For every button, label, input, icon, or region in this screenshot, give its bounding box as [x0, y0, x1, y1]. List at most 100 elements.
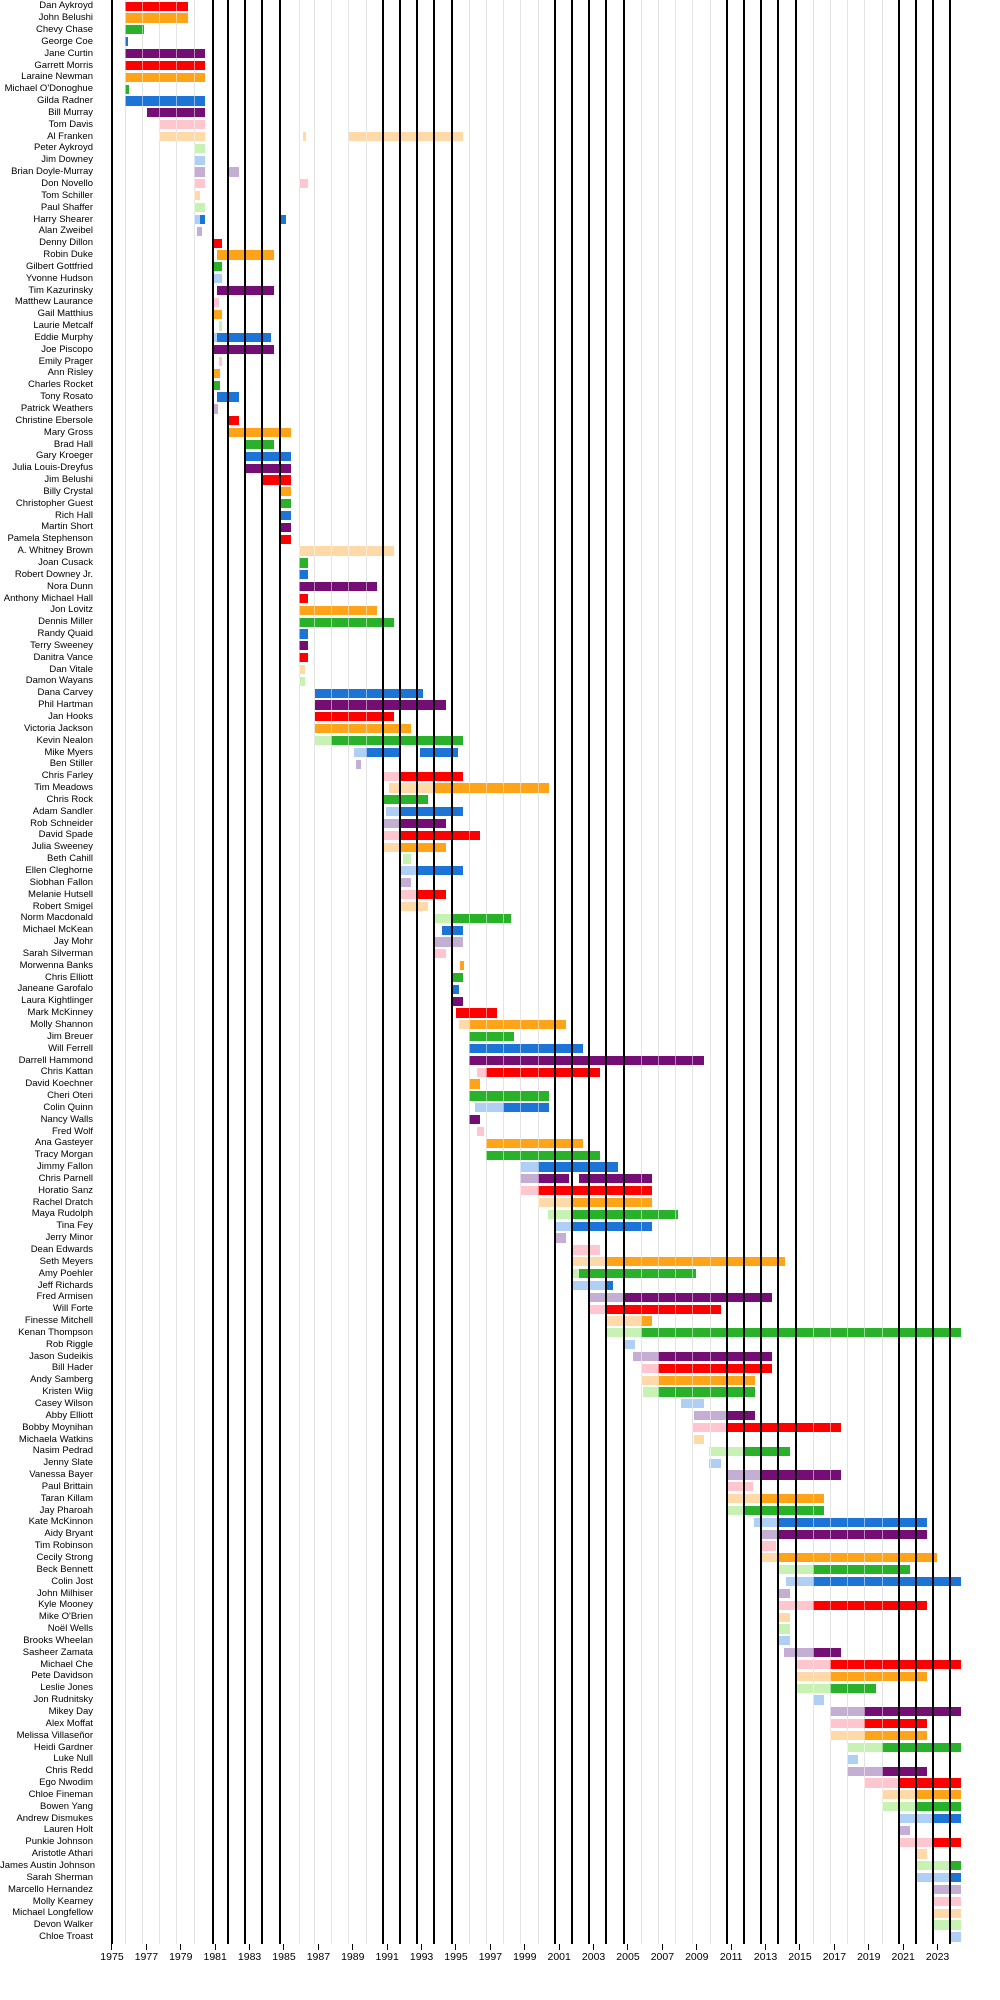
season-gridline-highlight: [537, 0, 539, 1944]
cast-member-label: Siobhan Fallon: [29, 876, 93, 888]
cast-member-label: Matthew Laurance: [14, 296, 93, 308]
tenure-bar-segment: [783, 1648, 813, 1658]
cast-member-label: Paul Shaffer: [40, 201, 93, 213]
tenure-bar-segment: [213, 404, 218, 414]
tenure-bar-segment: [399, 771, 463, 781]
cast-member-label: Chris Parnell: [38, 1172, 93, 1184]
tenure-bar-segment: [244, 451, 291, 461]
cast-member-label: Horatio Sanz: [38, 1184, 93, 1196]
cast-member-label: Randy Quaid: [37, 628, 93, 640]
tenure-bar-segment: [760, 1470, 842, 1480]
tenure-bar-segment: [455, 1008, 498, 1018]
tenure-bar-segment: [778, 1612, 790, 1622]
cast-member-label: Molly Shannon: [30, 1018, 93, 1030]
tenure-bar-segment: [298, 653, 309, 663]
season-gridline: [622, 0, 625, 1944]
axis-tick: [317, 1944, 319, 1950]
tenure-bar-segment: [382, 795, 429, 805]
chart-left-border: [111, 0, 113, 1944]
axis-tick: [627, 1944, 629, 1950]
tenure-bar-segment: [125, 1, 188, 11]
cast-member-label: Kyle Mooney: [38, 1599, 93, 1611]
season-gridline: [605, 0, 608, 1944]
tenure-bar-segment: [830, 1683, 876, 1693]
tenure-bar-segment: [778, 1624, 790, 1634]
cast-member-label: A. Whitney Brown: [17, 545, 94, 557]
season-gridline-highlight: [331, 0, 333, 1944]
tenure-bar-segment: [744, 1446, 790, 1456]
season-gridline-highlight: [503, 0, 505, 1944]
cast-member-label: Chris Kattan: [40, 1066, 93, 1078]
axis-tick-label: 2017: [822, 1951, 847, 1963]
cast-member-label: Norm Macdonald: [20, 912, 93, 924]
tenure-bar-segment: [658, 1387, 756, 1397]
cast-member-label: Alex Moffat: [45, 1717, 93, 1729]
tenure-bar-segment: [578, 1269, 696, 1279]
axis-tick: [593, 1944, 595, 1950]
cast-member-label: Jim Downey: [41, 154, 93, 166]
cast-member-label: Tom Davis: [48, 118, 93, 130]
cast-member-label: Sasheer Zamata: [22, 1646, 93, 1658]
tenure-bar-segment: [640, 1375, 659, 1385]
cast-member-label: Christopher Guest: [15, 497, 93, 509]
tenure-bar-segment: [434, 937, 463, 947]
tenure-bar-segment: [434, 913, 452, 923]
tenure-bar-segment: [520, 1174, 538, 1184]
tenure-bar-segment: [548, 1209, 573, 1219]
cast-member-label: John Milhiser: [37, 1587, 93, 1599]
cast-member-label: Chloe Troast: [39, 1931, 93, 1943]
tenure-bar-segment: [244, 463, 291, 473]
tenure-bar-segment: [812, 1565, 911, 1575]
cast-member-label: Casey Wilson: [34, 1398, 93, 1409]
cast-member-label: Jane Curtin: [44, 47, 93, 59]
tenure-bar-segment: [468, 1020, 567, 1030]
tenure-bar-segment: [228, 428, 291, 438]
cast-member-label: Will Ferrell: [48, 1042, 93, 1054]
season-gridline: [725, 0, 728, 1944]
tenure-bar-segment: [125, 37, 129, 47]
axis-tick: [833, 1944, 835, 1950]
tenure-bar-segment: [419, 747, 458, 758]
cast-member-label: Laura Kightlinger: [21, 995, 93, 1007]
cast-member-label: Kevin Nealon: [36, 734, 93, 746]
tenure-bar-segment: [916, 1790, 961, 1800]
tenure-bar-segment: [382, 771, 400, 781]
tenure-bar-segment: [606, 1280, 614, 1291]
tenure-bar-segment: [399, 842, 446, 852]
cast-member-label: Damon Wayans: [25, 675, 93, 687]
cast-member-label: John Belushi: [38, 12, 93, 24]
tenure-bar-segment: [399, 807, 463, 817]
tenure-bar-segment: [298, 605, 377, 615]
axis-tick: [661, 1944, 663, 1950]
cast-member-label: Gail Matthius: [37, 308, 93, 320]
tenure-bar-segment: [280, 534, 291, 544]
axis-tick-label: 1979: [169, 1951, 193, 1963]
tenure-bar-segment: [388, 783, 435, 793]
tenure-bar-segment: [212, 297, 220, 307]
tenure-bar-segment: [864, 1719, 928, 1729]
axis-tick-label: 2023: [925, 1951, 950, 1963]
cast-member-label: Victoria Jackson: [24, 722, 93, 734]
cast-member-label: Garrett Morris: [34, 59, 93, 71]
tenure-bar-segment: [537, 1174, 569, 1184]
tenure-bar-segment: [280, 214, 286, 224]
cast-member-label: Jim Breuer: [47, 1030, 93, 1042]
tenure-bar-segment: [451, 972, 463, 983]
tenure-bar-segment: [302, 131, 307, 142]
cast-member-label: Pete Davidson: [31, 1670, 93, 1682]
season-gridline-highlight: [298, 0, 300, 1944]
tenure-bar-segment: [847, 1742, 882, 1752]
season-gridline: [553, 0, 556, 1944]
tenure-bar-segment: [572, 1209, 678, 1219]
cast-member-label: Mike O'Brien: [38, 1611, 93, 1623]
cast-member-label: Joan Cusack: [38, 557, 93, 568]
cast-member-label: Julia Sweeney: [31, 841, 93, 853]
cast-member-label: Tim Kazurinsky: [28, 284, 93, 296]
cast-member-label: Robin Duke: [43, 249, 93, 261]
season-gridline-highlight: [142, 0, 144, 1944]
tenure-bar-segment: [158, 120, 205, 130]
season-gridline-highlight: [125, 0, 127, 1944]
axis-tick-label: 1999: [513, 1951, 537, 1963]
axis-tick-label: 2003: [581, 1951, 606, 1963]
tenure-bar-segment: [147, 108, 205, 118]
